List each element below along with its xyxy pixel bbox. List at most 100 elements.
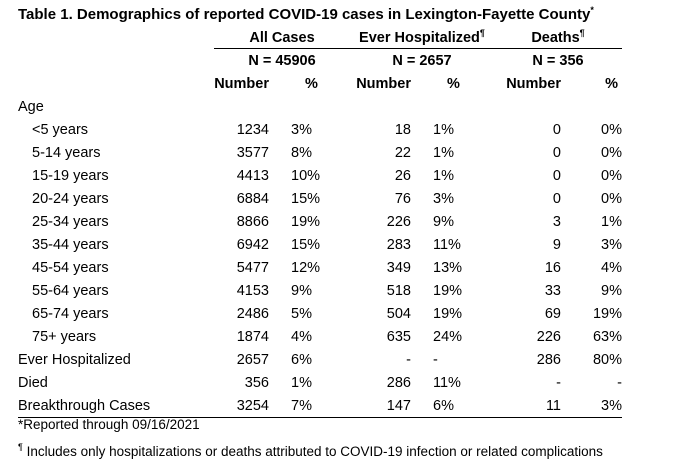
cell-hosp-pct: 9%: [433, 213, 454, 230]
group-all-cases: All Cases: [214, 25, 350, 49]
cell-all-pct: 7%: [291, 394, 350, 418]
row-label: 5-14 years: [32, 144, 101, 161]
cell-hosp-pct: 24%: [433, 328, 463, 345]
cell-deaths-number: 0: [552, 121, 561, 138]
group-header-row: All Cases Ever Hospitalized¶ Deaths¶: [18, 25, 622, 49]
section-age-label: Age: [18, 98, 44, 115]
cell-deaths-pct: 9%: [601, 282, 622, 299]
cell-hosp-pct: 3%: [433, 190, 454, 207]
cell-deaths-number: 226: [536, 328, 561, 345]
table-title: Table 1. Demographics of reported COVID-…: [18, 4, 594, 23]
cell-all-pct: 4%: [291, 328, 312, 345]
cell-hosp-pct: 6%: [433, 394, 494, 418]
cell-hosp-number: 226: [386, 213, 411, 230]
cell-deaths-number: 69: [544, 305, 561, 322]
table-row: 55-64 years 4153 9% 518 19% 33 9%: [18, 279, 622, 302]
cell-hosp-number: 504: [386, 305, 411, 322]
cell-all-number: 1234: [236, 121, 269, 138]
cell-all-number: 6884: [236, 190, 269, 207]
cell-all-number: 3254: [214, 394, 291, 418]
row-label: 35-44 years: [32, 236, 109, 253]
cell-deaths-pct: 80%: [592, 351, 622, 368]
cell-hosp-pct: 19%: [433, 305, 463, 322]
cell-all-number: 4413: [236, 167, 269, 184]
cell-all-pct: 3%: [291, 121, 312, 138]
table-row: Breakthrough Cases 3254 7% 147 6% 11 3%: [18, 394, 622, 418]
cell-all-number: 4153: [236, 282, 269, 299]
table-row: 20-24 years 6884 15% 76 3% 0 0%: [18, 187, 622, 210]
table-row: 75+ years 1874 4% 635 24% 226 63%: [18, 325, 622, 348]
title-footnote-mark: *: [590, 4, 594, 15]
cell-all-pct: 1%: [291, 374, 312, 391]
cell-hosp-pct: -: [433, 351, 438, 368]
cell-all-pct: 8%: [291, 144, 312, 161]
cell-deaths-pct: 3%: [601, 236, 622, 253]
cell-all-pct: 19%: [291, 213, 321, 230]
cell-deaths-number: 3: [552, 213, 561, 230]
cell-deaths-pct: 0%: [601, 167, 622, 184]
cell-hosp-pct: 13%: [433, 259, 463, 276]
cell-deaths-pct: 3%: [583, 394, 622, 418]
cell-hosp-number: 18: [394, 121, 411, 138]
cell-all-pct: 15%: [291, 190, 321, 207]
cell-deaths-pct: -: [617, 374, 622, 391]
cell-all-pct: 10%: [291, 167, 321, 184]
cell-all-number: 6942: [236, 236, 269, 253]
cell-deaths-pct: 4%: [601, 259, 622, 276]
cell-all-pct: 12%: [291, 259, 321, 276]
col-pct-hosp: %: [447, 75, 460, 92]
row-label: 55-64 years: [32, 282, 109, 299]
cell-hosp-number: 26: [394, 167, 411, 184]
row-label: 65-74 years: [32, 305, 109, 322]
cell-deaths-number: 9: [552, 236, 561, 253]
section-age-row: Age: [18, 95, 622, 118]
cell-all-number: 8866: [236, 213, 269, 230]
row-label: 75+ years: [32, 328, 97, 345]
cell-deaths-pct: 63%: [592, 328, 622, 345]
cell-hosp-number: 349: [386, 259, 411, 276]
col-number-hosp: Number: [356, 75, 411, 92]
cell-hosp-number: -: [406, 351, 411, 368]
cell-deaths-number: 0: [552, 144, 561, 161]
column-header-row: Number % Number % Number %: [18, 72, 622, 95]
cell-all-number: 2657: [236, 351, 269, 368]
cell-deaths-number: 286: [536, 351, 561, 368]
col-number-deaths: Number: [506, 75, 561, 92]
cell-all-number: 1874: [236, 328, 269, 345]
cell-hosp-number: 286: [386, 374, 411, 391]
cell-hosp-number: 518: [386, 282, 411, 299]
row-label: 45-54 years: [32, 259, 109, 276]
cell-all-pct: 15%: [291, 236, 321, 253]
table-row: 25-34 years 8866 19% 226 9% 3 1%: [18, 210, 622, 233]
cell-all-number: 2486: [236, 305, 269, 322]
cell-hosp-pct: 1%: [433, 121, 454, 138]
row-label: Died: [18, 374, 48, 391]
cell-hosp-pct: 11%: [433, 236, 461, 253]
cell-deaths-number: 33: [544, 282, 561, 299]
cell-deaths-pct: 19%: [592, 305, 622, 322]
cell-deaths-number: 11: [494, 394, 583, 418]
table-row: 5-14 years 3577 8% 22 1% 0 0%: [18, 141, 622, 164]
group-ever-hospitalized: Ever Hospitalized¶: [350, 25, 494, 49]
table-row: 15-19 years 4413 10% 26 1% 0 0%: [18, 164, 622, 187]
cell-hosp-pct: 1%: [433, 167, 454, 184]
cell-deaths-number: 16: [544, 259, 561, 276]
cell-deaths-number: -: [556, 374, 561, 391]
col-pct-deaths: %: [605, 75, 618, 92]
col-number-all: Number: [214, 75, 269, 92]
cell-deaths-pct: 0%: [601, 121, 622, 138]
cell-hosp-number: 76: [394, 190, 411, 207]
row-label: 25-34 years: [32, 213, 109, 230]
table-title-row: Table 1. Demographics of reported COVID-…: [18, 2, 622, 25]
n-all-cases: N = 45906: [248, 52, 316, 69]
footnote-mark: ¶: [18, 442, 23, 452]
cell-all-pct: 6%: [291, 351, 312, 368]
cell-hosp-number: 147: [350, 394, 433, 418]
table-row: Ever Hospitalized 2657 6% - - 286 80%: [18, 348, 622, 371]
table-row: 65-74 years 2486 5% 504 19% 69 19%: [18, 302, 622, 325]
row-label: <5 years: [32, 121, 89, 138]
cell-all-pct: 5%: [291, 305, 312, 322]
cell-all-number: 3577: [236, 144, 269, 161]
cell-deaths-number: 0: [552, 190, 561, 207]
